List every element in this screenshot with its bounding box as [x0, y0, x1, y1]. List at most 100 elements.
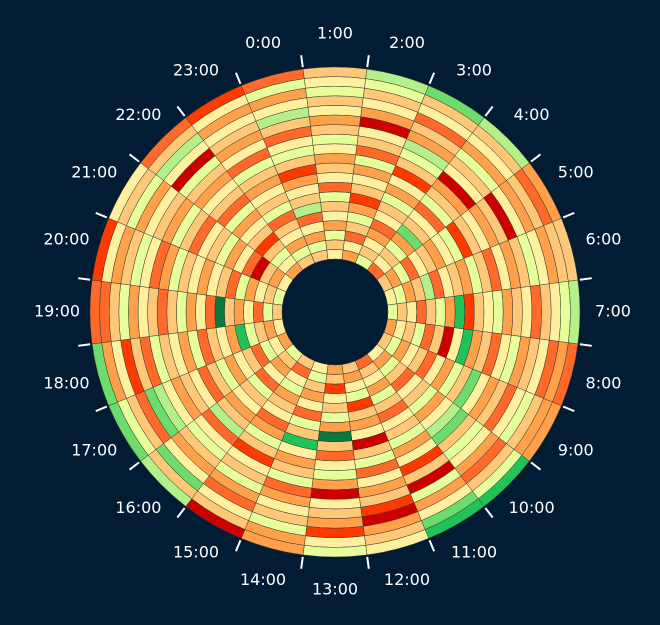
heat-cell: [520, 286, 533, 338]
heat-cell: [314, 153, 356, 165]
heat-cell: [387, 303, 398, 321]
heat-cell: [453, 294, 466, 330]
heat-cell: [307, 507, 363, 519]
heat-cell: [530, 284, 542, 340]
heat-cell: [176, 291, 188, 333]
hour-label: 18:00: [43, 373, 89, 392]
heat-cell: [262, 302, 274, 322]
heat-cell: [272, 303, 283, 321]
sector-tick: [562, 405, 575, 413]
heat-cell: [233, 298, 245, 326]
sector-tick: [579, 277, 592, 281]
hour-label: 0:00: [245, 33, 281, 52]
heat-cell: [305, 86, 365, 98]
hour-label: 19:00: [34, 302, 80, 321]
sector-tick: [234, 539, 242, 552]
heat-cell: [303, 76, 367, 89]
heat-cell: [321, 210, 349, 222]
hour-label: 23:00: [173, 61, 219, 80]
sector-tick: [530, 153, 542, 163]
heat-cell: [463, 293, 475, 331]
heat-cell: [501, 288, 513, 336]
sector-tick: [484, 105, 494, 117]
heat-cell: [307, 105, 363, 117]
heat-cell: [482, 291, 494, 333]
heat-cell: [321, 402, 349, 414]
heat-cell: [243, 299, 255, 325]
heat-cell: [128, 284, 140, 340]
hour-label: 8:00: [586, 373, 622, 392]
heat-cell: [315, 162, 355, 175]
heat-cell: [118, 283, 131, 341]
sector-tick: [300, 556, 304, 569]
hour-label: 10:00: [509, 498, 555, 517]
hour-label: 16:00: [115, 498, 161, 517]
sector-tick: [428, 72, 436, 85]
heat-cell: [539, 283, 552, 341]
heat-cell: [326, 249, 344, 260]
heat-cell: [252, 301, 264, 323]
heat-cell: [406, 301, 418, 323]
sector-tick: [128, 153, 140, 163]
sector-tick: [234, 72, 242, 85]
sector-tick: [95, 211, 108, 219]
heat-cell: [309, 497, 361, 510]
heat-cell: [195, 293, 207, 331]
sector-tick: [428, 539, 436, 552]
sector-tick: [366, 556, 370, 569]
heat-cell: [185, 85, 246, 126]
heat-cell: [491, 289, 504, 335]
hour-label: 7:00: [595, 302, 631, 321]
heat-cell: [185, 292, 198, 332]
heat-cell: [510, 287, 523, 337]
heat-cell: [311, 134, 359, 146]
hour-label: 11:00: [451, 542, 497, 561]
sector-tick: [366, 55, 370, 68]
heat-cell: [322, 220, 348, 232]
heat-cell: [305, 526, 365, 538]
hour-label: 21:00: [71, 163, 117, 182]
hour-label: 22:00: [115, 105, 161, 124]
heat-cell: [109, 282, 121, 342]
hour-label: 14:00: [240, 570, 286, 589]
hour-label: 12:00: [384, 570, 430, 589]
heat-cell: [326, 364, 344, 375]
heat-cell: [166, 289, 179, 335]
heat-cell: [147, 287, 160, 337]
hour-label: 20:00: [43, 230, 89, 249]
hour-label: 13:00: [312, 580, 358, 599]
heat-cell: [312, 143, 358, 156]
heat-cell: [314, 459, 356, 471]
heat-cell: [311, 478, 359, 490]
sector-tick: [78, 277, 91, 281]
heat-cell: [317, 181, 353, 194]
hour-label: 17:00: [71, 441, 117, 460]
sector-tick: [78, 343, 91, 347]
heat-cell: [306, 516, 364, 529]
heat-cell: [157, 288, 169, 336]
heat-cell: [444, 296, 456, 328]
heat-cell: [316, 172, 354, 184]
hour-label: 5:00: [558, 163, 594, 182]
heat-cell: [214, 296, 226, 328]
hour-label: 2:00: [389, 33, 425, 52]
sector-tick: [484, 507, 494, 519]
sector-tick: [579, 343, 592, 347]
heat-cell: [320, 201, 350, 213]
heat-cell: [549, 282, 561, 342]
hour-label: 1:00: [317, 24, 353, 43]
hour-label: 15:00: [173, 542, 219, 561]
heat-cell: [472, 292, 485, 332]
heat-cell: [224, 297, 236, 327]
sector-tick: [176, 105, 186, 117]
heat-cell: [320, 411, 350, 423]
heat-cell: [415, 299, 427, 325]
sector-tick: [300, 55, 304, 68]
sector-tick: [95, 405, 108, 413]
hour-label: 6:00: [586, 230, 622, 249]
sector-tick: [562, 211, 575, 219]
heat-cell: [317, 430, 353, 443]
heat-cell: [396, 302, 408, 322]
heat-cell: [324, 229, 346, 241]
